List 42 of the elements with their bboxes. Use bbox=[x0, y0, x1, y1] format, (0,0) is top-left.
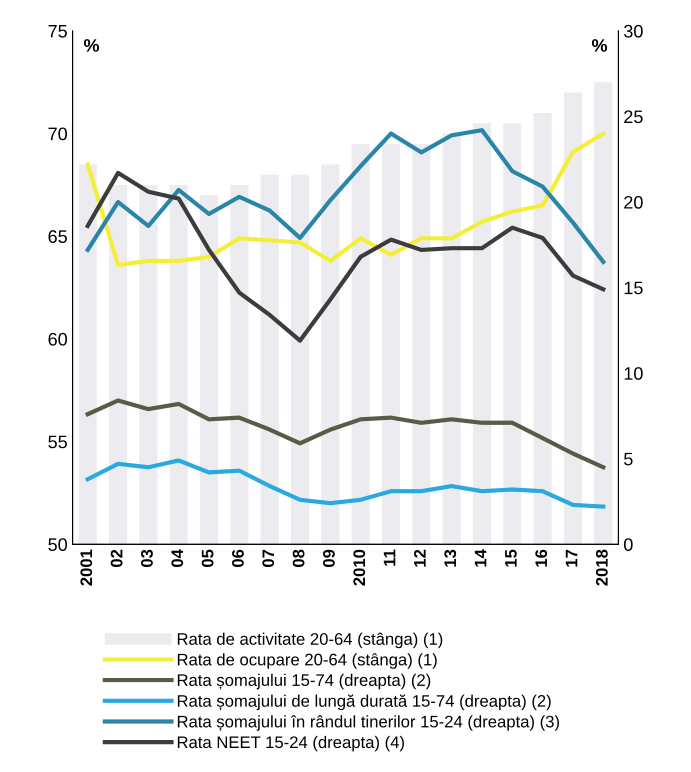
x-tick-label: 11 bbox=[384, 550, 396, 566]
legend-label: Rata șomajului 15-74 (dreapta) (2) bbox=[178, 674, 430, 690]
legend-label: Rata șomajului de lungă durată 15-74 (dreapta) (2) bbox=[178, 694, 551, 710]
line-series bbox=[86, 398, 606, 470]
y2-tick-label: 0 bbox=[624, 538, 633, 551]
y2-tick-label: 20 bbox=[624, 196, 643, 209]
x-tick-label: 09 bbox=[323, 550, 335, 567]
y-tick-label: 60 bbox=[48, 332, 67, 346]
legend-label: Rata de activitate 20-64 (stânga) (1) bbox=[178, 632, 442, 648]
x-tick-label: 06 bbox=[232, 550, 244, 567]
y2-tick-label: 5 bbox=[624, 452, 633, 466]
x-tick-label: 2010 bbox=[353, 550, 366, 586]
x-tick-label: 02 bbox=[110, 550, 123, 567]
x-tick-label: 05 bbox=[202, 550, 214, 567]
y-tick-label: 65 bbox=[48, 230, 67, 243]
x-tick-label: 15 bbox=[505, 550, 517, 567]
y2-axis-title: % bbox=[592, 39, 608, 52]
y-axis-title: % bbox=[84, 39, 100, 52]
y-tick-label: 75 bbox=[48, 25, 67, 38]
x-tick-label: 13 bbox=[444, 550, 456, 567]
line-series bbox=[86, 458, 606, 509]
y-tick-label: 55 bbox=[48, 436, 67, 448]
legend-label: Rata NEET 15-24 (dreapta) (4) bbox=[178, 736, 404, 752]
x-tick-label: 14 bbox=[474, 549, 486, 567]
y2-tick-label: 10 bbox=[624, 367, 643, 380]
y2-tick-label: 30 bbox=[624, 24, 643, 38]
y2-tick-label: 25 bbox=[624, 110, 643, 124]
x-tick-label: 17 bbox=[566, 550, 578, 567]
legend-label: Rata șomajului în rândul tinerilor 15-24 (dreapta) (3) bbox=[178, 715, 559, 731]
line-series bbox=[86, 170, 606, 343]
x-tick-label: 08 bbox=[292, 550, 304, 567]
x-tick-label: 07 bbox=[262, 550, 274, 567]
x-tick-label: 2001 bbox=[80, 550, 92, 586]
x-tick-label: 12 bbox=[414, 550, 426, 567]
legend-label: Rata de ocupare 20-64 (stânga) (1) bbox=[178, 653, 437, 669]
x-tick-label: 16 bbox=[535, 550, 548, 567]
y-tick-label: 70 bbox=[48, 127, 67, 140]
y-tick-label: 50 bbox=[48, 538, 67, 551]
x-tick-label: 2018 bbox=[596, 550, 608, 586]
x-tick-label: 03 bbox=[141, 550, 153, 567]
y2-tick-label: 15 bbox=[624, 282, 643, 294]
x-tick-label: 04 bbox=[171, 549, 184, 567]
